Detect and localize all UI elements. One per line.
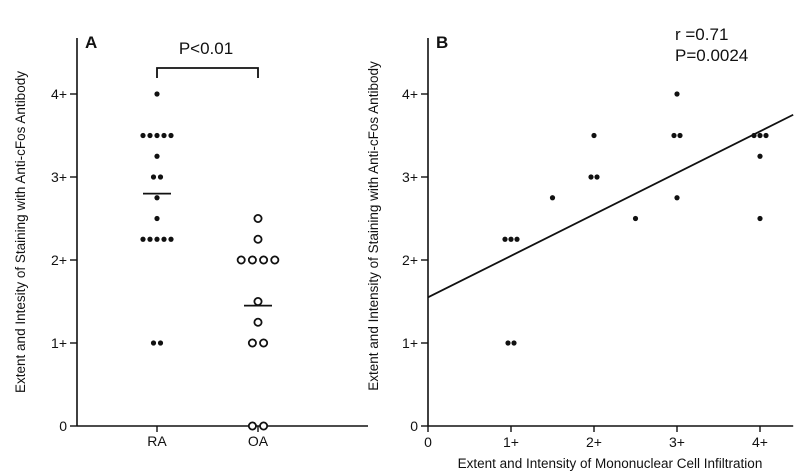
panel-b-point xyxy=(511,340,517,346)
panel-b-point xyxy=(674,195,680,201)
panel-a-point-oa xyxy=(270,255,280,265)
panel-b-point xyxy=(757,215,763,222)
panel-a-point-oa xyxy=(253,296,263,306)
panel-b-y-axis-title: Extent and Intensity of Staining with An… xyxy=(366,61,381,391)
panel-a-point-ra xyxy=(168,132,174,139)
panel-b-point xyxy=(763,132,769,139)
panel-a-point-oa xyxy=(247,255,257,265)
panel-b-x-tick-label: 3+ xyxy=(669,434,685,450)
panel-b-point xyxy=(505,340,511,346)
panel-b-point xyxy=(514,236,520,242)
panel-b-point xyxy=(594,174,600,180)
panel-a-point-oa xyxy=(259,255,269,265)
panel-b-axes xyxy=(427,38,794,427)
panel-a-letter: A xyxy=(85,33,97,52)
panel-a-point-oa xyxy=(247,421,257,431)
panel-a-y-tick-label: 0 xyxy=(59,418,67,434)
panel-a-point-oa xyxy=(247,338,257,348)
panel-a-point-ra xyxy=(140,236,146,242)
panel-a-y-ticks: 0 1+ 2+ 3+ 4+ xyxy=(51,86,77,434)
panel-b-point xyxy=(674,91,680,97)
panel-b-point xyxy=(588,174,594,180)
panel-b-x-tick-label: 2+ xyxy=(586,434,602,450)
panel-a-points xyxy=(140,91,280,431)
panel-a-y-tick-label: 2+ xyxy=(51,252,67,268)
panel-b-y-tick-label: 0 xyxy=(410,418,418,434)
panel-a: Extent and Intesity of Staining with Ant… xyxy=(13,33,368,449)
panel-b-x-tick-label: 4+ xyxy=(752,434,768,450)
panel-b-y-tick-label: 4+ xyxy=(402,86,418,102)
panel-a-y-tick-label: 4+ xyxy=(51,86,67,102)
significance-bracket: P<0.01 xyxy=(156,39,259,78)
panel-a-y-tick-label: 1+ xyxy=(51,335,67,351)
correlation-r: r =0.71 xyxy=(675,25,728,44)
panel-b-point xyxy=(632,215,639,222)
panel-b-x-tick-label: 1+ xyxy=(503,434,519,450)
panel-a-point-ra xyxy=(154,153,160,159)
panel-a-point-ra xyxy=(150,340,157,346)
panel-b-point xyxy=(502,236,508,242)
panel-b-y-tick-label: 3+ xyxy=(402,169,418,185)
regression-line xyxy=(427,113,794,299)
panel-b-x-tick-label: 0 xyxy=(424,434,432,450)
panel-a-point-ra xyxy=(154,91,160,97)
panel-b-point xyxy=(591,132,597,139)
panel-a-point-ra xyxy=(147,132,153,139)
panel-a-categories: RA OA xyxy=(147,426,269,449)
panel-a-point-ra xyxy=(154,236,160,242)
panel-a-point-ra xyxy=(157,340,164,346)
panel-a-point-ra xyxy=(161,132,167,139)
panel-a-point-ra xyxy=(154,195,160,201)
panel-b-point xyxy=(671,132,677,139)
panel-a-axes xyxy=(76,38,368,427)
panel-a-point-ra xyxy=(150,174,157,180)
regression-line-path xyxy=(427,113,794,299)
panel-b-x-axis-title: Extent and Intensity of Mononuclear Cell… xyxy=(458,456,763,471)
panel-a-point-oa xyxy=(259,338,269,348)
panel-a-point-oa xyxy=(259,421,269,431)
panel-b: Extent and Intensity of Staining with An… xyxy=(366,25,794,471)
panel-b-y-tick-label: 2+ xyxy=(402,252,418,268)
significance-bracket-line xyxy=(156,67,259,78)
panel-a-point-ra xyxy=(161,236,167,242)
panel-a-point-oa xyxy=(253,317,263,327)
panel-b-points xyxy=(502,91,769,346)
panel-b-letter: B xyxy=(436,33,448,52)
panel-a-point-oa xyxy=(253,213,263,223)
panel-b-ticks: 0 1+ 2+ 3+ 4+ 0 1+ 2+ 3+ 4+ xyxy=(402,86,768,450)
panel-a-point-ra xyxy=(154,215,160,222)
panel-b-point xyxy=(751,132,757,139)
panel-a-point-oa xyxy=(236,255,246,265)
panel-a-point-oa xyxy=(253,234,263,244)
panel-a-point-ra xyxy=(147,236,153,242)
panel-b-point xyxy=(677,132,683,139)
panel-a-y-tick-label: 3+ xyxy=(51,169,67,185)
panel-a-point-ra xyxy=(154,132,160,139)
correlation-p: P=0.0024 xyxy=(675,46,748,65)
panel-b-point xyxy=(757,132,763,139)
panel-b-y-tick-label: 1+ xyxy=(402,335,418,351)
panel-a-point-ra xyxy=(140,132,146,139)
panel-b-point xyxy=(549,195,556,201)
panel-b-point xyxy=(508,236,514,242)
panel-a-point-ra xyxy=(157,174,164,180)
panel-a-y-axis-title: Extent and Intesity of Staining with Ant… xyxy=(13,71,28,393)
panel-b-point xyxy=(757,153,763,159)
significance-label: P<0.01 xyxy=(179,39,233,58)
panel-a-point-ra xyxy=(168,236,174,242)
panel-a-category-label: RA xyxy=(147,433,167,449)
panel-a-category-label: OA xyxy=(248,433,269,449)
